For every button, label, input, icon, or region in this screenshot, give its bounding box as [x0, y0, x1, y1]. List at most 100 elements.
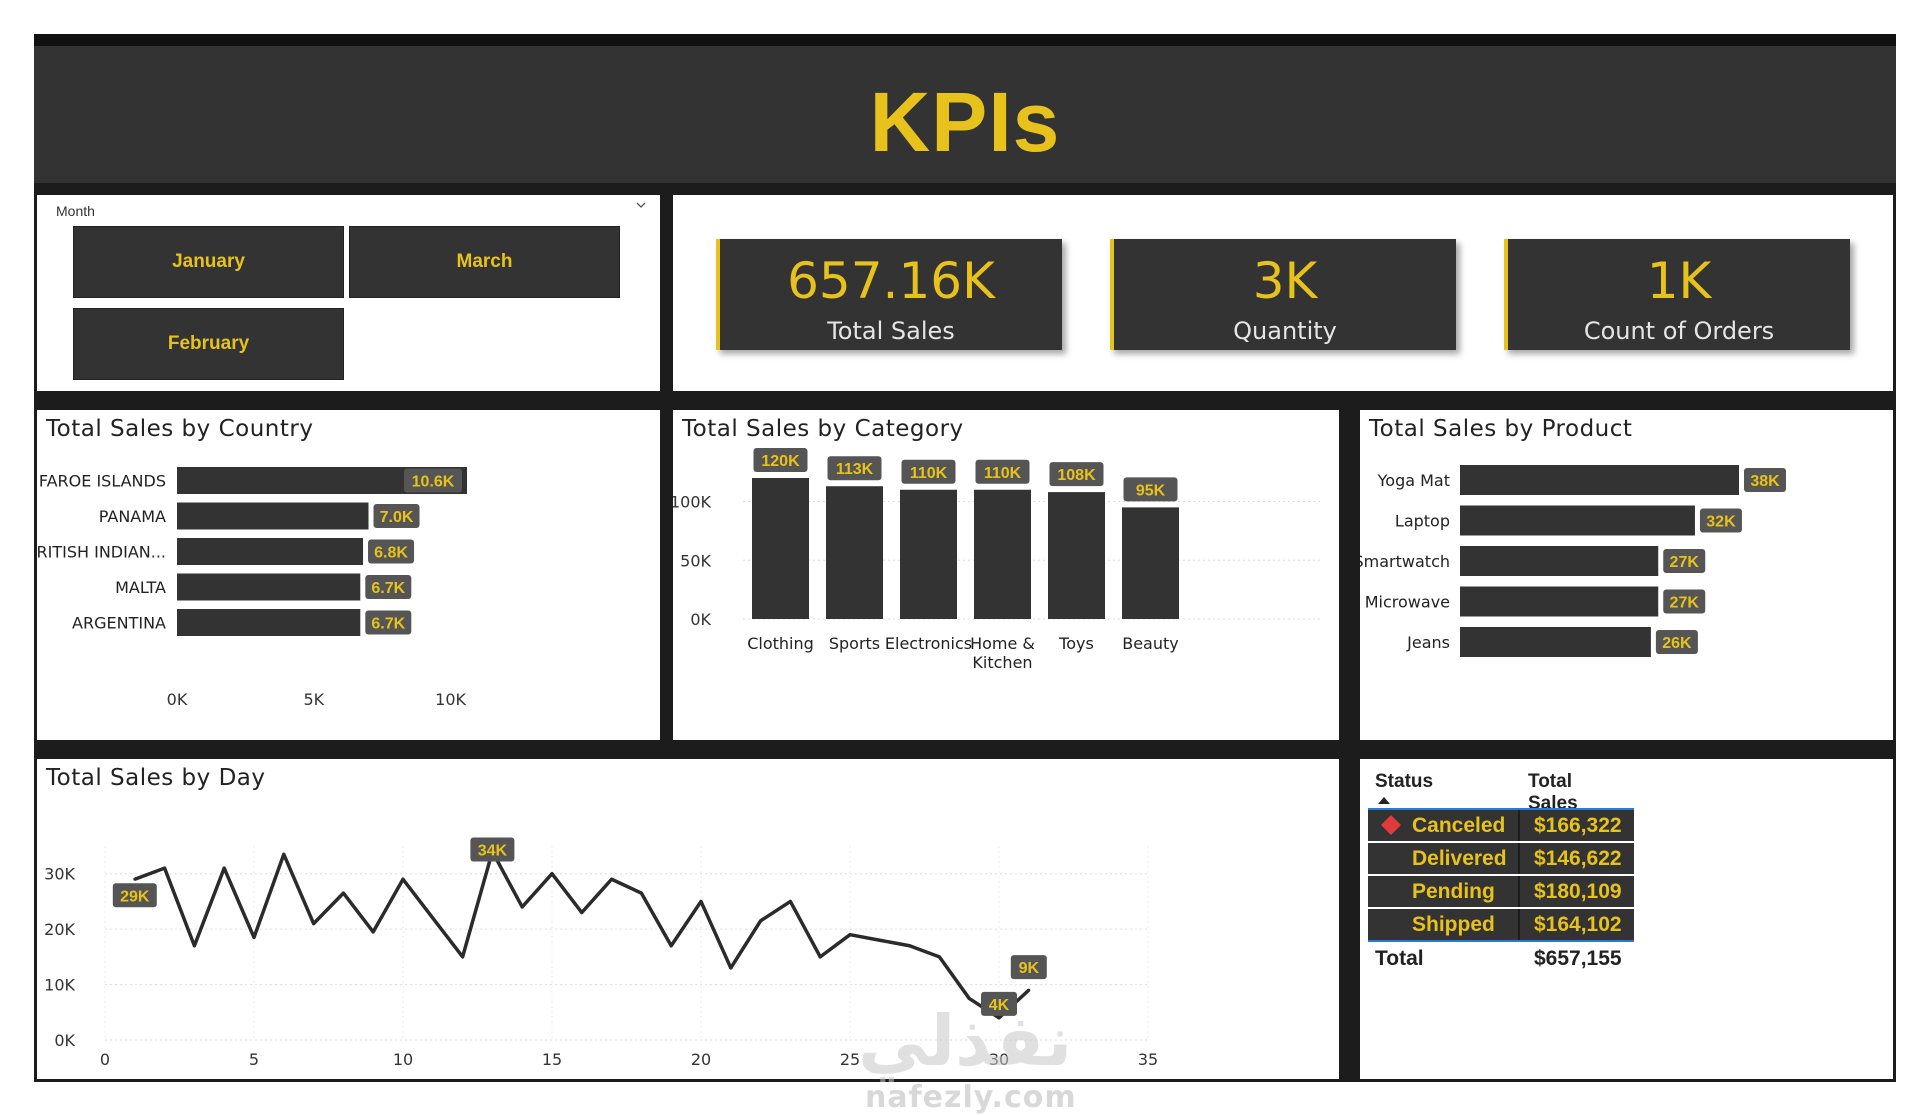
bar	[1460, 546, 1659, 576]
data-point	[639, 891, 643, 895]
slicer-option-january[interactable]: January	[73, 226, 344, 298]
category-label: Smartwatch	[1360, 552, 1450, 571]
kpi-label: Total Sales	[827, 317, 955, 345]
sales-line	[134, 849, 1030, 1020]
page-title: KPIs	[869, 75, 1061, 169]
data-label: 27K	[1670, 554, 1700, 571]
data-point	[163, 866, 167, 870]
data-label-bg	[1699, 508, 1742, 533]
data-point	[312, 922, 316, 926]
month-slicer-panel: Month January March February	[37, 195, 660, 391]
category-label: BRITISH INDIAN...	[37, 543, 166, 562]
data-label: 9K	[1019, 960, 1040, 977]
data-label-bg	[981, 991, 1017, 1016]
bar	[177, 573, 361, 601]
data-point	[550, 872, 554, 876]
table-row[interactable]: Canceled $166,322	[1368, 810, 1634, 841]
kpi-value: 1K	[1646, 252, 1712, 310]
data-point	[461, 955, 465, 959]
data-label-bg	[365, 610, 412, 635]
data-point	[282, 852, 286, 856]
x-tick-label: 15	[542, 1050, 562, 1069]
status-cell: Delivered	[1412, 847, 1507, 870]
category-label: PANAMA	[99, 507, 166, 526]
category-label: Laptop	[1395, 512, 1450, 531]
x-tick-label: 10K	[435, 690, 466, 709]
data-point	[818, 955, 822, 959]
data-point	[222, 866, 226, 870]
data-label: 34K	[478, 843, 508, 860]
data-label-bg	[1010, 955, 1047, 980]
bar	[900, 489, 957, 619]
kpi-label: Count of Orders	[1583, 317, 1775, 345]
data-point	[580, 911, 584, 915]
data-label-bg	[404, 468, 462, 493]
kpi-card-quantity: 3K Quantity	[1110, 239, 1456, 350]
category-chart-panel: Total Sales by Category 0K 50K 100K 120K Clo…	[673, 410, 1339, 740]
data-label: 7.0K	[380, 509, 414, 526]
data-label: 26K	[1662, 635, 1692, 652]
category-label: Microwave	[1365, 593, 1450, 612]
data-label: 95K	[1136, 482, 1166, 499]
status-table-panel: Status Total Sales Canceled $166,322 Del…	[1360, 759, 1893, 1079]
table-row[interactable]: Pending $180,109	[1368, 876, 1634, 907]
day-chart-panel: Total Sales by Day 0K 10K 20K 30K 0 5 10 15 20 25…	[37, 759, 1339, 1079]
category-label: Toys	[1058, 634, 1094, 653]
column-header-status[interactable]: Status	[1375, 771, 1434, 792]
category-label: Kitchen	[972, 653, 1032, 672]
slicer-option-february[interactable]: February	[73, 308, 344, 380]
slicer-option-march[interactable]: March	[349, 226, 620, 298]
y-tick-label: 0K	[54, 1031, 75, 1050]
data-point	[401, 877, 405, 881]
sales-cell: $180,109	[1534, 880, 1622, 903]
table-row[interactable]: Shipped $164,102	[1368, 909, 1634, 940]
data-label: 6.7K	[371, 580, 405, 597]
data-point	[937, 955, 941, 959]
data-label: 29K	[120, 888, 150, 905]
data-label-bg	[1655, 630, 1698, 654]
data-point	[788, 899, 792, 903]
y-tick-label: 100K	[673, 493, 712, 512]
table-row[interactable]: Delivered $146,622	[1368, 843, 1634, 874]
chevron-down-icon[interactable]	[636, 200, 646, 210]
data-point	[520, 905, 524, 909]
data-point	[371, 930, 375, 934]
data-point	[133, 877, 137, 881]
bar	[974, 489, 1031, 619]
sort-asc-icon	[1378, 797, 1390, 804]
x-tick-label: 30	[989, 1050, 1009, 1069]
data-label-bg	[753, 448, 808, 472]
bar	[1460, 465, 1739, 495]
category-label: MALTA	[115, 578, 166, 597]
data-point	[759, 919, 763, 923]
category-label: FAROE ISLANDS	[39, 472, 166, 491]
bar	[826, 486, 883, 619]
status-cell: Shipped	[1412, 913, 1495, 936]
warning-diamond-icon	[1381, 815, 1401, 835]
kpi-value: 657.16K	[787, 252, 995, 310]
data-point	[699, 899, 703, 903]
data-point	[967, 996, 971, 1000]
category-label: Electronics	[885, 634, 972, 653]
data-point	[610, 877, 614, 881]
x-tick-label: 5K	[303, 690, 324, 709]
category-label: ARGENTINA	[72, 614, 166, 633]
watermark-logo: نفذلي	[858, 1000, 1073, 1082]
data-point	[1027, 988, 1031, 992]
data-label-bg	[373, 504, 420, 528]
status-cell: Pending	[1412, 880, 1495, 903]
x-tick-label: 0	[100, 1050, 110, 1069]
bar	[177, 609, 361, 636]
sales-cell: $146,622	[1534, 847, 1622, 870]
bar	[1460, 627, 1651, 657]
product-bar-chart: Yoga Mat 38K Laptop 32K Smartwatch 27K Microwa…	[1360, 465, 1786, 657]
data-label: 6.8K	[374, 545, 408, 562]
y-tick-label: 30K	[44, 865, 75, 884]
data-label-bg	[1049, 462, 1104, 487]
dashboard: KPIs Month January March February 657.16…	[34, 34, 1896, 1082]
chart-title: Total Sales by Product	[1369, 416, 1633, 442]
data-label: 120K	[761, 453, 800, 470]
status-cell: Canceled	[1412, 814, 1506, 837]
kpi-value: 3K	[1252, 252, 1318, 310]
x-tick-label: 35	[1138, 1050, 1158, 1069]
